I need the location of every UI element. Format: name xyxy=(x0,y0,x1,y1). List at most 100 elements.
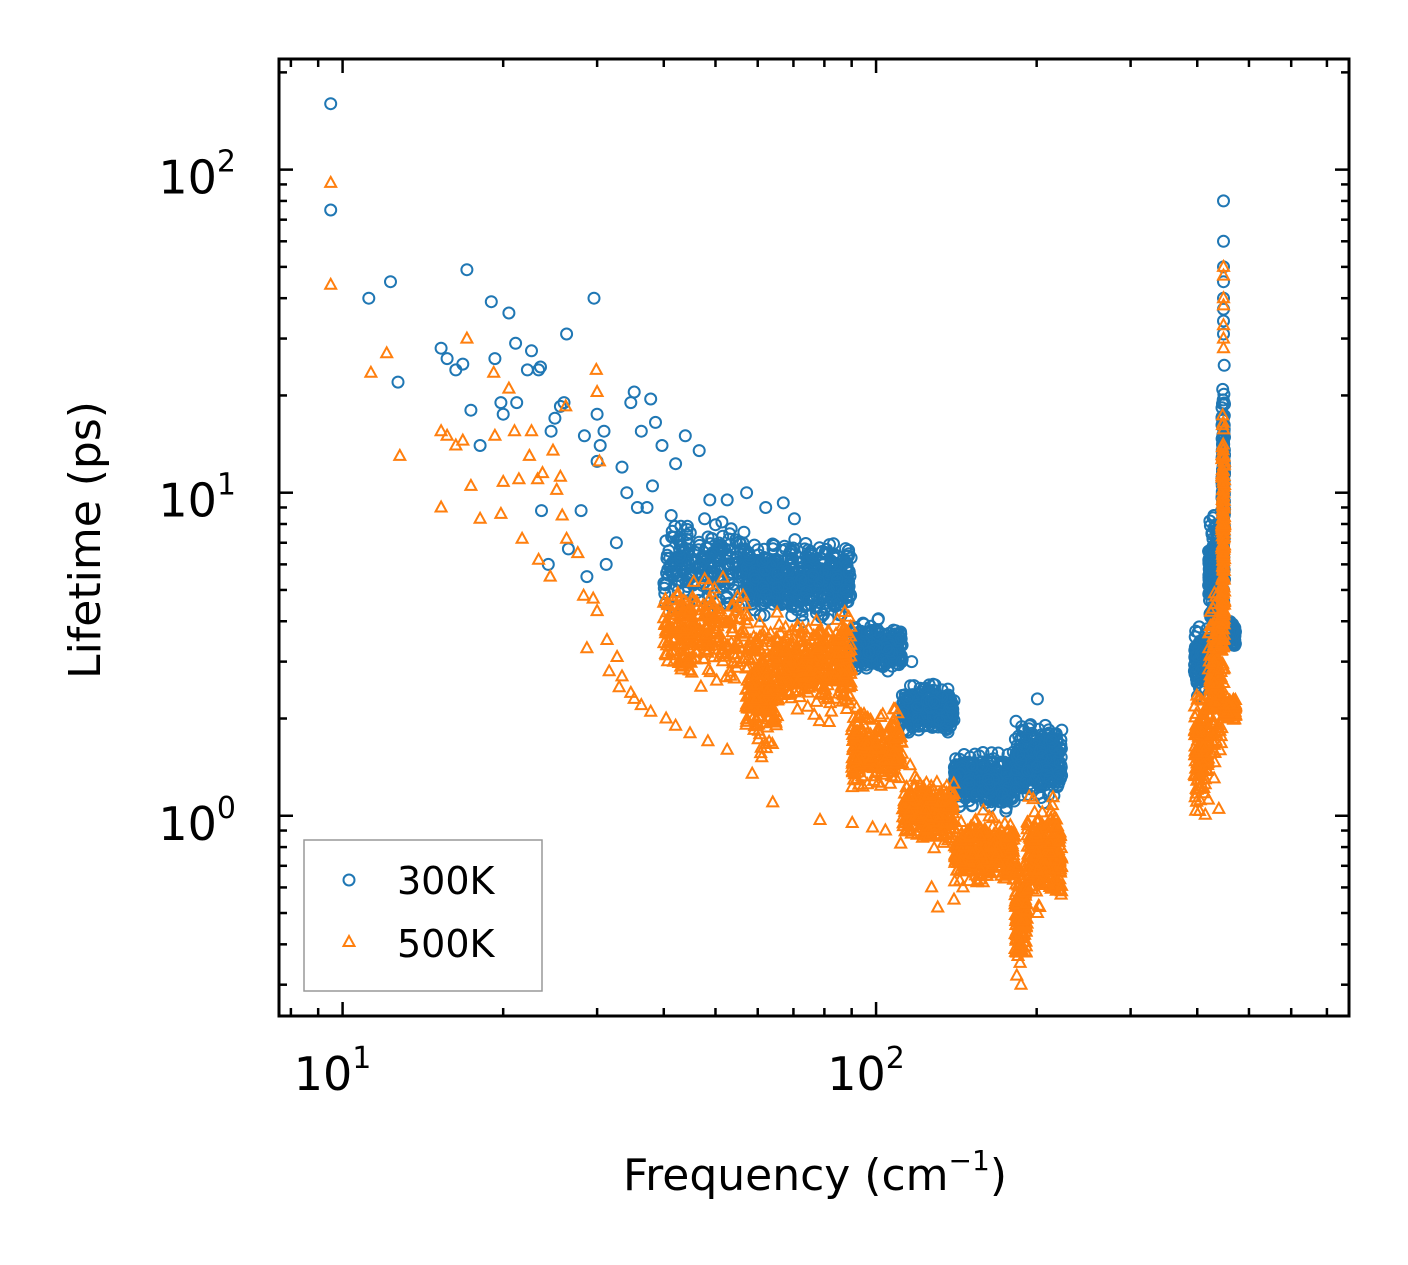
data-point xyxy=(692,543,705,557)
data-point xyxy=(837,666,852,680)
series-500K xyxy=(323,174,1243,990)
data-point xyxy=(456,357,470,371)
data-point xyxy=(933,714,946,728)
data-point xyxy=(473,439,487,452)
data-point xyxy=(553,399,567,413)
data-point xyxy=(691,633,706,647)
data-point xyxy=(737,595,753,609)
data-point xyxy=(1019,732,1033,745)
data-point xyxy=(722,663,738,677)
data-point xyxy=(771,652,787,666)
data-point xyxy=(953,767,967,781)
data-point xyxy=(823,538,836,552)
data-point xyxy=(726,556,740,570)
data-point xyxy=(1028,734,1041,748)
data-point xyxy=(776,496,790,510)
data-point xyxy=(659,534,673,548)
data-point xyxy=(391,375,405,389)
data-point xyxy=(984,795,998,809)
data-point xyxy=(705,603,720,617)
data-point xyxy=(754,739,769,753)
data-point xyxy=(774,674,789,688)
data-point xyxy=(1013,732,1027,746)
data-point xyxy=(802,672,818,686)
data-point xyxy=(800,684,816,698)
data-point xyxy=(778,596,791,610)
data-point xyxy=(669,457,683,471)
data-point xyxy=(981,772,995,786)
data-point xyxy=(862,645,876,659)
data-point xyxy=(715,515,729,529)
data-point xyxy=(920,694,934,708)
data-point xyxy=(812,677,828,691)
data-point xyxy=(384,275,397,289)
data-point xyxy=(864,624,878,638)
data-point xyxy=(783,636,799,650)
data-point xyxy=(699,606,714,620)
data-point xyxy=(821,713,837,727)
data-point xyxy=(765,714,780,728)
data-point xyxy=(718,560,732,574)
data-point xyxy=(814,603,827,617)
data-point xyxy=(757,648,772,662)
data-point xyxy=(707,641,722,655)
data-point xyxy=(730,602,745,616)
data-point xyxy=(694,559,708,573)
data-point xyxy=(771,691,786,705)
data-point xyxy=(494,396,508,410)
data-point xyxy=(697,571,712,585)
data-point xyxy=(696,608,711,622)
data-point xyxy=(778,662,794,676)
data-point xyxy=(627,385,641,399)
data-point xyxy=(735,587,751,601)
data-point xyxy=(1039,768,1053,782)
data-point xyxy=(587,291,601,305)
data-point xyxy=(752,726,767,740)
data-point xyxy=(782,595,796,609)
data-point xyxy=(1043,771,1057,785)
data-point xyxy=(1010,738,1024,752)
data-point xyxy=(983,778,996,792)
data-point xyxy=(787,512,801,526)
data-point xyxy=(753,745,768,759)
data-point xyxy=(711,541,725,555)
data-point xyxy=(1217,275,1230,289)
data-point xyxy=(693,678,709,692)
series-layer xyxy=(323,97,1243,990)
data-point xyxy=(727,670,742,684)
data-point xyxy=(825,558,839,571)
data-point xyxy=(796,632,811,646)
data-point xyxy=(784,543,798,556)
data-point xyxy=(544,424,558,438)
data-point xyxy=(746,628,761,642)
data-point xyxy=(827,636,842,650)
data-point xyxy=(677,648,693,662)
data-point xyxy=(986,755,1000,769)
data-point xyxy=(834,645,850,659)
data-point xyxy=(927,696,941,710)
data-point xyxy=(924,694,938,708)
data-point xyxy=(794,573,808,587)
data-point xyxy=(739,660,754,674)
data-point xyxy=(795,608,809,622)
data-point xyxy=(745,666,760,680)
data-point xyxy=(1030,760,1044,774)
data-point xyxy=(668,519,682,533)
data-point xyxy=(807,706,822,720)
data-point xyxy=(805,549,819,563)
data-point xyxy=(1009,714,1023,728)
data-point xyxy=(580,570,594,584)
data-point xyxy=(761,733,777,747)
data-point xyxy=(757,593,771,607)
data-point xyxy=(790,617,805,631)
data-point xyxy=(807,570,820,583)
data-point xyxy=(746,651,761,665)
data-point xyxy=(733,625,748,639)
data-point xyxy=(502,306,516,320)
data-point xyxy=(1217,314,1230,328)
data-point xyxy=(762,701,777,715)
data-point xyxy=(656,635,672,649)
data-point xyxy=(484,295,498,309)
data-point xyxy=(985,746,999,760)
data-point xyxy=(725,610,740,624)
